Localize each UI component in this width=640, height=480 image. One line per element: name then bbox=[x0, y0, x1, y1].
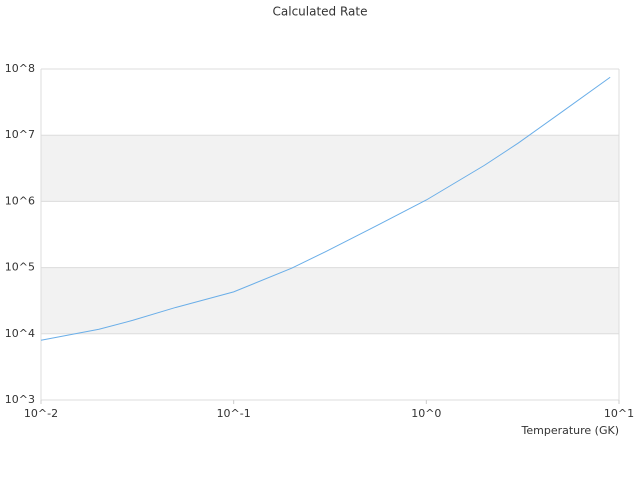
y-tick-label: 10^4 bbox=[5, 327, 35, 340]
grid-band bbox=[41, 135, 619, 202]
x-tick-label: 10^-2 bbox=[24, 407, 58, 420]
y-tick-label: 10^7 bbox=[5, 128, 35, 141]
data-line bbox=[40, 76, 611, 341]
x-tick-label: 10^1 bbox=[604, 407, 634, 420]
y-tick-label: 10^5 bbox=[5, 261, 35, 274]
grid-band bbox=[41, 267, 619, 334]
chart-title: Calculated Rate bbox=[273, 5, 368, 19]
y-tick-label: 10^8 bbox=[5, 62, 35, 75]
x-tick-label: 10^0 bbox=[411, 407, 441, 420]
x-tick-label: 10^-1 bbox=[217, 407, 251, 420]
x-axis-label: Temperature (GK) bbox=[521, 424, 620, 437]
y-tick-label: 10^3 bbox=[5, 393, 35, 406]
y-tick-label: 10^6 bbox=[5, 194, 35, 207]
